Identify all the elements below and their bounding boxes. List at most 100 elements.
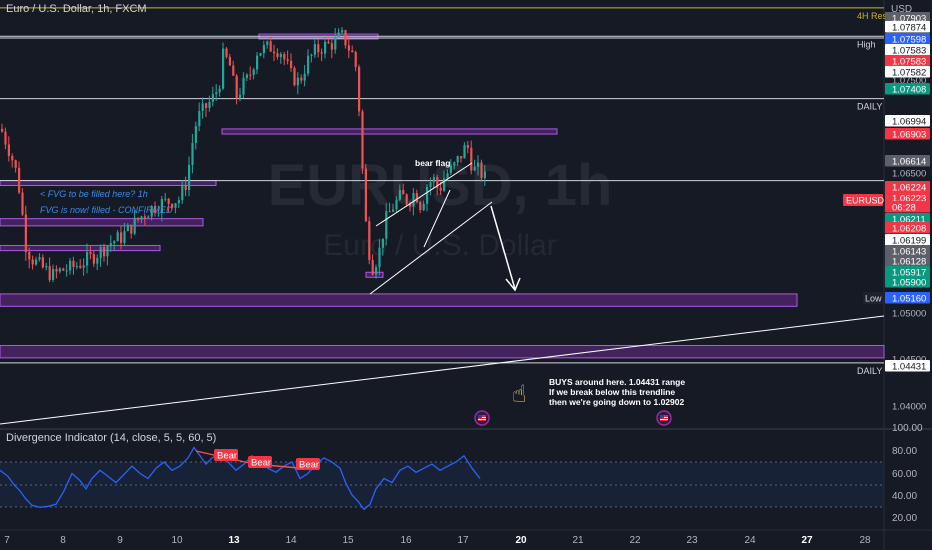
- price-tag[interactable]: 1.07903: [885, 12, 930, 25]
- price-tag[interactable]: 1.07598: [885, 33, 930, 46]
- candle-body: [256, 55, 259, 70]
- candle-body: [198, 111, 201, 127]
- price-tag[interactable]: 1.05160: [885, 292, 930, 305]
- candle-body: [167, 198, 170, 204]
- time-tick: 17: [457, 535, 469, 546]
- indicator-axis-label: 60.00: [892, 469, 917, 480]
- candle-body: [113, 241, 116, 244]
- fvg-zone[interactable]: [221, 128, 558, 135]
- candle-body: [21, 192, 24, 215]
- candle-body: [48, 266, 51, 280]
- price-tag[interactable]: 1.06211: [885, 213, 930, 226]
- price-tag[interactable]: 1.07583: [885, 55, 930, 68]
- price-tag-text: 1.04000: [892, 402, 926, 413]
- price-tag-text: 1.07582: [892, 68, 926, 79]
- price-tag[interactable]: 1.07582: [885, 66, 930, 79]
- main-pane[interactable]: [0, 0, 884, 428]
- price-axis[interactable]: 1.079031.078741.075981.075831.075831.075…: [885, 12, 930, 413]
- price-tag[interactable]: 1.05900: [885, 276, 930, 289]
- candle-body: [483, 171, 486, 178]
- candle-body: [259, 53, 262, 56]
- time-tick: 27: [801, 535, 813, 546]
- fvg-zone[interactable]: [0, 293, 798, 307]
- candle-body: [228, 56, 231, 66]
- candle-body: [82, 265, 85, 268]
- price-tag[interactable]: 1.07408: [885, 83, 930, 96]
- ascending-trendline[interactable]: [0, 315, 885, 425]
- price-tag[interactable]: 1.05000: [892, 309, 926, 320]
- candle-body: [460, 156, 463, 159]
- price-tag-text: 1.06143: [892, 247, 926, 258]
- us-flag-icon[interactable]: [474, 410, 490, 426]
- candle-body: [361, 111, 364, 169]
- candle-body: [235, 75, 238, 99]
- indicator-axis-label: 100.00: [892, 423, 923, 434]
- eurusd-tag[interactable]: EURUSD: [843, 194, 885, 206]
- pointing-hand-icon: ☝: [512, 380, 527, 408]
- candle-body: [191, 143, 194, 166]
- price-tag[interactable]: 1.06143: [885, 245, 930, 258]
- bear-flag-channel[interactable]: [369, 162, 493, 295]
- low-tag[interactable]: Low: [863, 292, 883, 304]
- price-tag[interactable]: 1.07583: [885, 44, 930, 57]
- candle-body: [354, 52, 357, 67]
- candle-body: [453, 162, 456, 166]
- fvg-zone[interactable]: [0, 244, 161, 252]
- price-tag-bg: [885, 222, 930, 234]
- time-axis[interactable]: 7 8 9 10 13 14 15 16 17 20 21 22 23 24 27 28: [4, 535, 871, 546]
- indicator-axis-label: 20.00: [892, 513, 917, 524]
- fvg-zone[interactable]: [0, 179, 217, 186]
- price-tag[interactable]: 1.06903: [885, 128, 930, 141]
- price-tag[interactable]: 1.06994: [885, 115, 930, 128]
- candle-body: [154, 205, 157, 213]
- candle-body: [330, 43, 333, 50]
- candle-body: [164, 198, 167, 200]
- price-tag[interactable]: 1.05917: [885, 266, 930, 279]
- fvg-zone[interactable]: [0, 218, 204, 227]
- candle-body: [470, 147, 473, 171]
- candle-body: [449, 165, 452, 174]
- level-label: 4H Res: [857, 11, 888, 21]
- price-tag-text: 1.06224: [892, 183, 926, 194]
- price-tag[interactable]: 1.06500: [892, 169, 926, 180]
- candle-body: [38, 257, 41, 260]
- bear-divergence-label: Bear: [214, 449, 238, 462]
- price-tag[interactable]: 1.06199: [885, 234, 930, 247]
- price-tag-bg: [885, 33, 930, 45]
- price-tag[interactable]: 06:28: [885, 201, 930, 214]
- price-tag-bg: [885, 255, 930, 267]
- fvg-zone[interactable]: [365, 271, 384, 278]
- price-tag[interactable]: 1.06223: [885, 192, 930, 205]
- price-tag[interactable]: 1.04000: [892, 402, 926, 413]
- candle-body: [92, 254, 95, 264]
- bear-label-text: Bear: [299, 460, 319, 471]
- us-flag-icon[interactable]: [656, 410, 672, 426]
- fvg-zone[interactable]: [0, 344, 885, 359]
- candle-body: [477, 162, 480, 167]
- candle-body: [239, 94, 242, 99]
- candle-body: [419, 202, 422, 211]
- price-tag-bg: [885, 83, 930, 95]
- indicator-line: [0, 446, 481, 511]
- price-tag[interactable]: 1.06224: [885, 181, 930, 194]
- price-tag[interactable]: 1.06128: [885, 255, 930, 268]
- down-arrow[interactable]: [490, 205, 521, 292]
- horizontal-levels: [0, 7, 884, 364]
- candle-body: [130, 224, 133, 234]
- price-tag[interactable]: 1.07874: [885, 21, 930, 34]
- time-tick: 7: [4, 535, 10, 546]
- candle-body: [371, 260, 374, 275]
- price-tag-text: 1.07903: [892, 14, 926, 25]
- price-tag-bg: [885, 201, 930, 213]
- price-tag[interactable]: 1.07500: [892, 76, 926, 87]
- candle-body: [58, 268, 61, 272]
- candle-body: [52, 269, 55, 280]
- indicator-label: Divergence Indicator (14, close, 5, 5, 6…: [6, 432, 216, 444]
- price-tag[interactable]: 1.04431: [885, 360, 930, 373]
- watermark-symbol: EURUSD, 1h: [268, 153, 613, 218]
- price-tag[interactable]: 1.06614: [885, 155, 930, 168]
- candle-body: [225, 48, 228, 57]
- candle-body: [208, 101, 211, 108]
- price-tag[interactable]: 1.06208: [885, 222, 930, 235]
